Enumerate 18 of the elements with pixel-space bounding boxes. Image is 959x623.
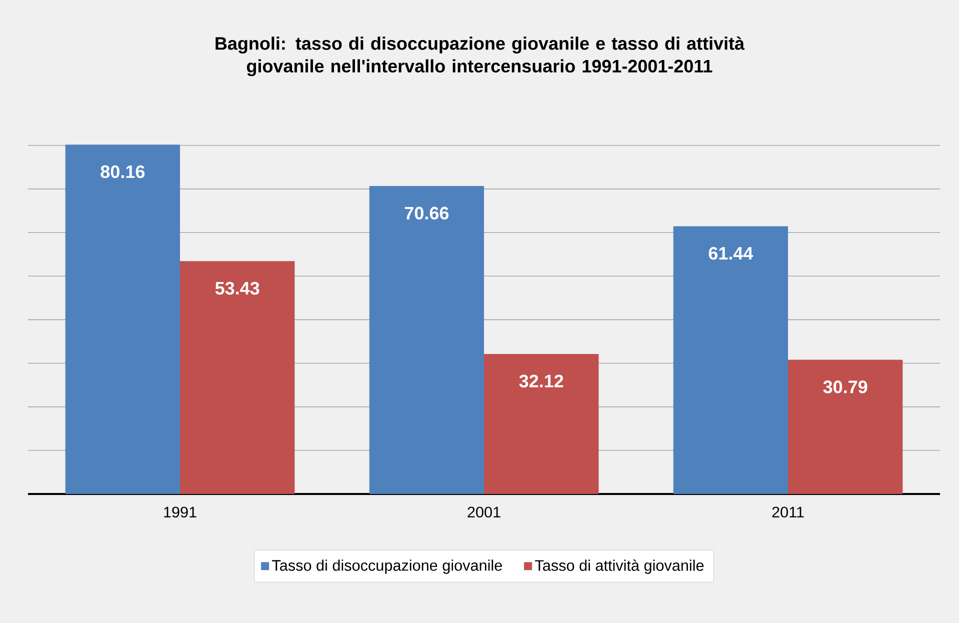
legend-label: Tasso di attività giovanile	[535, 559, 704, 574]
data-label: 30.79	[823, 380, 868, 394]
bar	[673, 226, 788, 494]
bar	[369, 186, 484, 494]
data-label: 32.12	[519, 374, 564, 388]
bar	[484, 354, 599, 494]
legend-label: Tasso di disoccupazione giovanile	[272, 560, 502, 574]
bar	[788, 360, 903, 494]
data-label: 70.66	[404, 206, 449, 220]
bar	[65, 144, 180, 494]
x-tick-label: 2001	[468, 506, 500, 518]
data-label: 80.16	[100, 165, 145, 178]
bar	[180, 261, 295, 494]
data-label: 53.43	[215, 282, 260, 295]
data-label: 61.44	[708, 246, 754, 260]
x-tick-label: 2011	[772, 506, 804, 518]
x-tick-label: 1991	[164, 506, 196, 518]
chart-title: Bagnoli: tasso di disoccupazione giovanile e tasso di attività giovanile nell'intervallo intercensuario 1991-2001-2011	[216, 36, 745, 76]
